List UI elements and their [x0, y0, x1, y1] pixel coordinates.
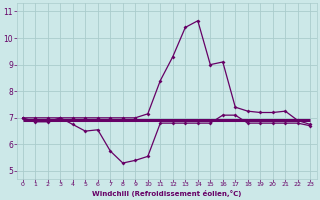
X-axis label: Windchill (Refroidissement éolien,°C): Windchill (Refroidissement éolien,°C) — [92, 190, 241, 197]
